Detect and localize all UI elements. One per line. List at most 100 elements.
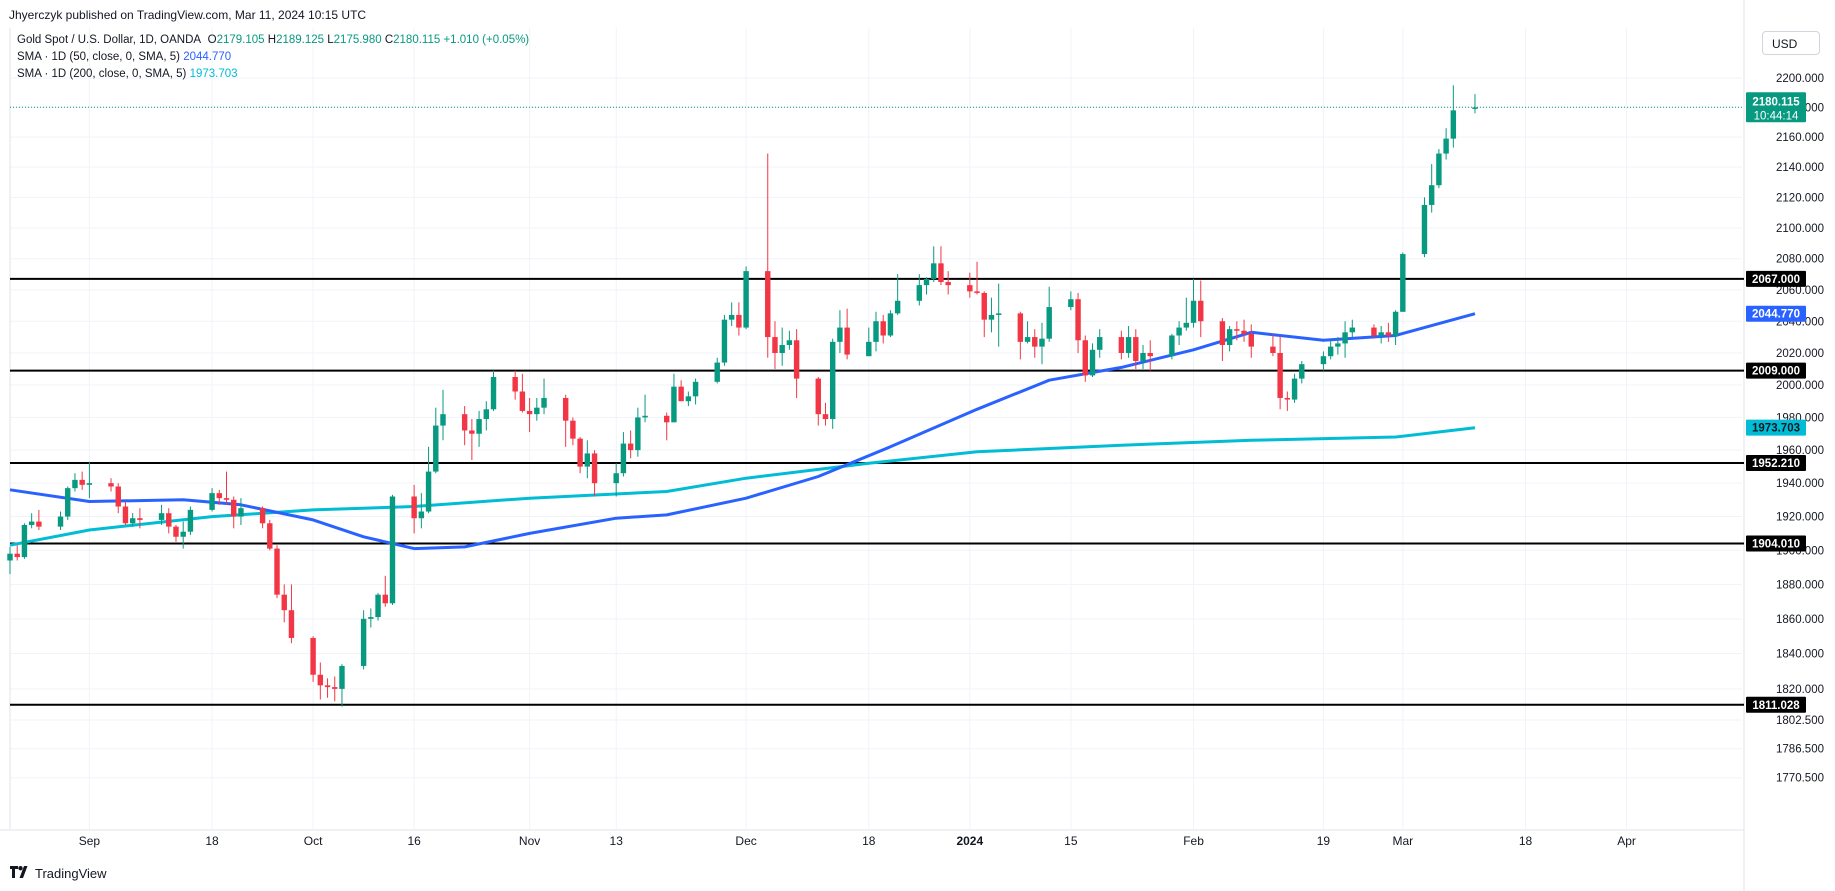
candle-body xyxy=(1082,340,1088,376)
candle-body xyxy=(187,509,194,532)
candle xyxy=(1234,321,1240,341)
sma50-label: SMA · 1D (50, close, 0, SMA, 5) xyxy=(17,51,180,63)
candle-body xyxy=(591,453,598,484)
candle-body xyxy=(765,271,771,338)
candle-body xyxy=(180,531,186,537)
candle-body xyxy=(995,313,1002,315)
candle xyxy=(880,314,886,344)
price-tick-label: 1940.000 xyxy=(1776,478,1824,490)
candle-body xyxy=(274,548,280,595)
candle-body xyxy=(1443,138,1449,154)
candle-body xyxy=(844,327,850,355)
candle-body xyxy=(1400,254,1406,312)
price-tick-label: 1820.000 xyxy=(1776,684,1824,696)
candle-body xyxy=(1176,327,1182,336)
time-tick-label: Dec xyxy=(735,834,756,848)
legend-main[interactable]: Gold Spot / U.S. Dollar, 1D, OANDA O2179… xyxy=(17,34,529,46)
last-price-label-countdown: 10:44:14 xyxy=(1754,110,1799,122)
candle xyxy=(158,504,165,525)
price-tick-label: 2020.000 xyxy=(1776,348,1824,360)
candle-body xyxy=(1089,349,1096,376)
legend-sma200[interactable]: SMA · 1D (200, close, 0, SMA, 5) 1973.70… xyxy=(17,68,238,80)
time-axis[interactable]: Sep 18 Oct 16 Nov 13 Dec 18 2024 15 Feb 19 Mar 18 Apr xyxy=(79,834,1636,848)
candle-body xyxy=(86,483,93,485)
currency-button[interactable]: USD xyxy=(1762,31,1820,55)
candle-body xyxy=(584,453,591,467)
time-tick-label: 13 xyxy=(610,834,624,848)
candle-body xyxy=(815,378,821,415)
candle xyxy=(1291,373,1298,403)
candle-body xyxy=(671,386,677,423)
time-tick-label: 18 xyxy=(862,834,876,848)
candle-body xyxy=(1335,343,1341,347)
candle-body xyxy=(1284,397,1291,400)
price-tick-label: 2060.000 xyxy=(1776,285,1824,297)
candle xyxy=(21,523,28,559)
candle xyxy=(173,524,179,542)
level-price-label: 2009.000 xyxy=(1746,362,1806,379)
candle-body xyxy=(562,397,569,421)
level-price-label: 1952.210 xyxy=(1746,454,1806,471)
candle-body xyxy=(1118,337,1125,353)
candle-body xyxy=(931,263,937,279)
candle-body xyxy=(1436,153,1442,186)
candle xyxy=(1371,324,1377,339)
candle-body xyxy=(1421,204,1428,255)
candle-body xyxy=(79,479,85,485)
candle-body xyxy=(1450,110,1457,139)
candle-body xyxy=(1219,321,1226,346)
candle xyxy=(866,327,872,357)
candle-body xyxy=(1140,352,1146,361)
candle-body xyxy=(938,263,944,283)
candle-body xyxy=(1291,378,1298,400)
sma50-price-label-bg xyxy=(1746,305,1806,322)
candle-body xyxy=(1320,356,1327,365)
candle xyxy=(137,508,143,529)
candle xyxy=(837,310,843,353)
candle xyxy=(440,389,446,441)
candle xyxy=(209,488,215,512)
candle xyxy=(281,584,287,623)
candle xyxy=(1176,321,1182,346)
candle xyxy=(793,329,800,398)
candle xyxy=(721,314,728,366)
candle xyxy=(772,321,778,369)
candle-body xyxy=(440,414,446,426)
candle-body xyxy=(389,496,396,604)
candle xyxy=(1075,292,1081,353)
candle-body xyxy=(411,496,417,519)
candle-body xyxy=(1392,311,1399,336)
candle xyxy=(1277,335,1283,410)
candle xyxy=(887,310,894,338)
candle xyxy=(382,575,388,607)
candle xyxy=(1046,286,1052,342)
candle xyxy=(786,330,793,350)
candle xyxy=(967,272,973,298)
candle xyxy=(692,378,699,405)
candle-body xyxy=(743,271,749,328)
candle-body xyxy=(1371,327,1377,336)
candle-body xyxy=(916,285,923,301)
candle xyxy=(519,373,526,413)
legend-sma50[interactable]: SMA · 1D (50, close, 0, SMA, 5) 2044.770 xyxy=(17,51,231,63)
tradingview-brand[interactable]: TradingView xyxy=(10,866,107,881)
candle-body xyxy=(425,471,432,512)
candle xyxy=(1082,335,1088,382)
candle xyxy=(736,302,742,336)
candle xyxy=(72,473,78,492)
candle xyxy=(642,394,648,423)
candle-body xyxy=(887,313,894,336)
price-axis[interactable]: 2200.0002180.0002160.0002140.0002120.000… xyxy=(1776,73,1824,785)
candle xyxy=(1219,318,1226,361)
candle-body xyxy=(332,687,338,689)
candlestick-series xyxy=(7,85,1478,707)
candle xyxy=(238,498,244,525)
candle xyxy=(324,678,331,698)
candle xyxy=(1089,343,1096,378)
candle xyxy=(923,277,930,295)
candle-body xyxy=(1349,327,1356,333)
candle xyxy=(822,402,829,426)
candle xyxy=(1472,94,1478,114)
candle xyxy=(1299,360,1305,384)
